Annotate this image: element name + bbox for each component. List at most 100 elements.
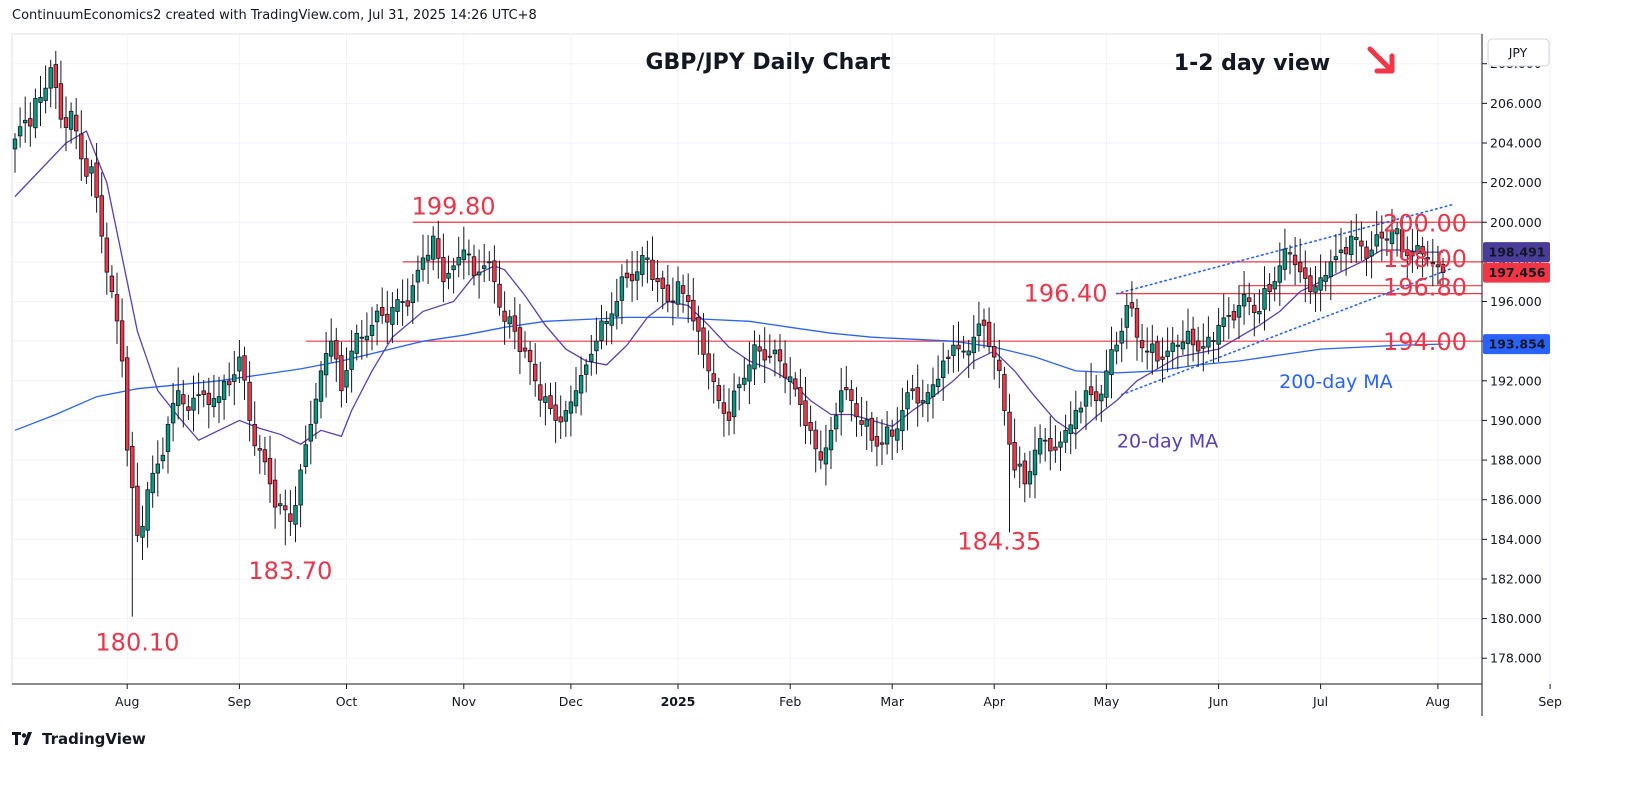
candle [33, 88, 38, 139]
candle [1134, 298, 1140, 361]
level-label: 200.00 [1383, 209, 1467, 237]
candle-body [752, 344, 757, 370]
candle [716, 377, 721, 409]
candle-body [956, 344, 961, 350]
candle-body [1389, 229, 1395, 245]
candle [313, 382, 319, 439]
candle [1053, 425, 1058, 463]
candle [915, 364, 920, 427]
candle-body [706, 353, 711, 372]
candle-body [267, 458, 273, 485]
candle-body [125, 357, 130, 451]
candle [186, 394, 191, 420]
candle-body [1400, 229, 1405, 253]
candle-body [986, 321, 992, 347]
candle-body [777, 349, 783, 362]
candle-body [859, 420, 864, 425]
candle [1201, 323, 1206, 372]
candle-body [226, 380, 232, 386]
candle-body [1303, 267, 1308, 279]
candle-body [1160, 356, 1165, 360]
candle-body [232, 374, 237, 382]
candle-body [670, 300, 676, 303]
candle [288, 490, 293, 536]
candle-body [272, 479, 278, 508]
candle-body [1048, 437, 1053, 452]
candle-body [283, 505, 288, 511]
candle [1318, 254, 1323, 312]
candle-body [976, 323, 982, 336]
candle [849, 379, 854, 422]
candle-body [145, 489, 150, 531]
currency-button[interactable]: JPY [1487, 38, 1550, 67]
candle [1083, 371, 1089, 430]
price-annotation: 183.70 [248, 557, 332, 585]
time-axis[interactable]: Aug Sep Oct Nov Dec 2025 Feb Mar Apr May Jun Jul Aug… [115, 684, 1562, 709]
candle [584, 358, 589, 393]
candle-body [369, 324, 375, 336]
candle [109, 265, 115, 299]
candle-body [522, 347, 528, 352]
candle [686, 273, 691, 323]
price-annotation: 180.10 [95, 628, 179, 656]
candle [1343, 236, 1349, 276]
candle-body [1394, 228, 1400, 235]
candle-body [890, 429, 895, 437]
candle [471, 244, 477, 286]
price-axis[interactable]: 178.000 180.000 182.000 184.000 186.000 188.0… [1482, 56, 1542, 666]
candle-body [1027, 471, 1033, 485]
candle [1430, 238, 1435, 287]
candle [74, 98, 79, 150]
candle-body [1333, 256, 1339, 260]
candle [1236, 285, 1242, 340]
candle-body [813, 429, 818, 450]
candle-body [303, 444, 308, 467]
candle-body [517, 327, 523, 352]
candle-body [379, 307, 385, 316]
candle [798, 368, 803, 427]
candle-body [1073, 410, 1078, 430]
candle-body [1292, 254, 1298, 266]
price-tick-label: 190.000 [1490, 413, 1542, 428]
candle-body [89, 166, 94, 174]
time-tick-label: Jul [1312, 694, 1328, 709]
candle [558, 395, 563, 439]
candle-body [68, 110, 74, 130]
time-tick-label: Dec [559, 694, 583, 709]
candle [262, 436, 268, 476]
candle-body [869, 417, 874, 441]
candle [481, 243, 487, 283]
candle [369, 306, 375, 351]
candle-body [74, 114, 79, 132]
candle-body [405, 300, 410, 307]
candle [1104, 349, 1109, 408]
candle-body [22, 119, 28, 124]
candle-body [1231, 311, 1237, 321]
candle-body [1094, 391, 1099, 402]
candle-body [313, 398, 319, 424]
candle-body [1379, 231, 1384, 239]
candle-body [1114, 344, 1119, 352]
candle [272, 458, 278, 529]
candle-body [1043, 439, 1048, 442]
candle-body [839, 390, 844, 413]
candle-body [38, 97, 43, 103]
candle [502, 291, 507, 345]
candle-body [1099, 393, 1104, 402]
candle-body [716, 385, 721, 402]
candle [191, 375, 196, 432]
candle [941, 342, 946, 401]
tradingview-logo[interactable]: TradingView [12, 730, 146, 748]
candle-body [1410, 251, 1415, 257]
candle [415, 255, 421, 302]
candle-body [390, 307, 395, 325]
candle [1328, 249, 1333, 301]
candle-body [487, 261, 492, 264]
candle [12, 133, 18, 173]
candle-body [833, 415, 839, 430]
candle [538, 361, 543, 417]
candle-body [946, 356, 951, 360]
candle [257, 434, 262, 474]
candle [308, 400, 313, 465]
